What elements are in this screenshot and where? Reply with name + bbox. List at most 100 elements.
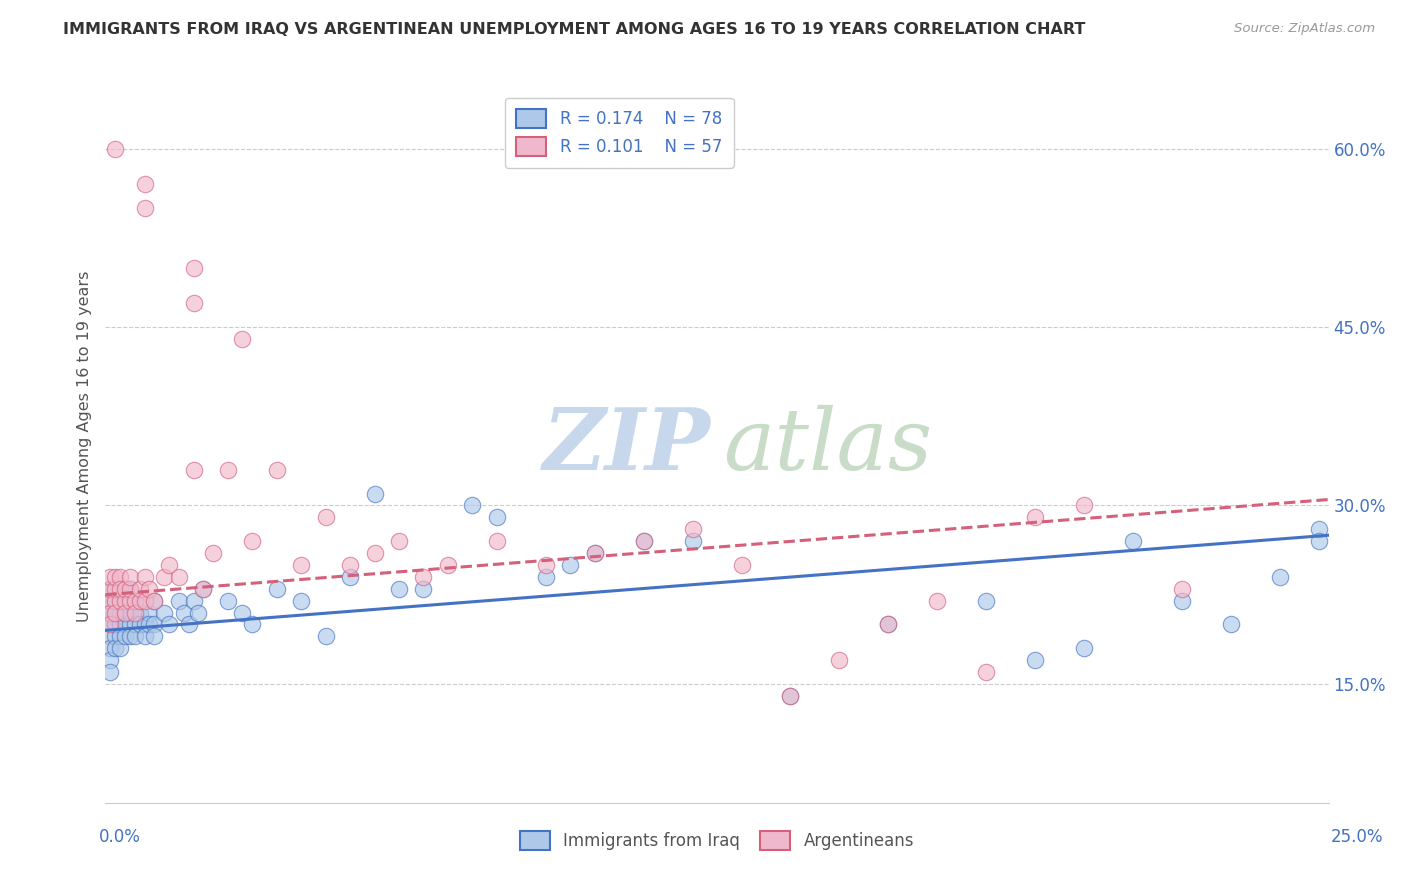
Point — [118, 617, 141, 632]
Point — [114, 593, 136, 607]
Point — [363, 546, 385, 560]
Point — [1073, 641, 1095, 656]
Point — [124, 593, 146, 607]
Point — [240, 534, 263, 549]
Point — [183, 463, 205, 477]
Point — [114, 617, 136, 632]
Point — [114, 593, 136, 607]
Point — [104, 142, 127, 156]
Point — [143, 629, 166, 643]
Point — [633, 534, 655, 549]
Point — [388, 582, 411, 596]
Point — [98, 593, 121, 607]
Text: IMMIGRANTS FROM IRAQ VS ARGENTINEAN UNEMPLOYMENT AMONG AGES 16 TO 19 YEARS CORRE: IMMIGRANTS FROM IRAQ VS ARGENTINEAN UNEM… — [63, 22, 1085, 37]
Point — [177, 617, 200, 632]
Point — [583, 546, 606, 560]
Point — [217, 593, 239, 607]
Point — [290, 558, 312, 572]
Point — [134, 617, 156, 632]
Point — [98, 593, 121, 607]
Point — [138, 582, 160, 596]
Text: ZIP: ZIP — [543, 404, 711, 488]
Point — [583, 546, 606, 560]
Point — [877, 617, 900, 632]
Point — [633, 534, 655, 549]
Point — [1171, 582, 1194, 596]
Point — [730, 558, 752, 572]
Point — [779, 689, 801, 703]
Point — [108, 617, 131, 632]
Point — [98, 641, 121, 656]
Point — [108, 593, 131, 607]
Point — [266, 582, 288, 596]
Point — [98, 606, 121, 620]
Point — [114, 606, 136, 620]
Point — [118, 606, 141, 620]
Point — [412, 570, 434, 584]
Point — [1268, 570, 1291, 584]
Point — [104, 570, 127, 584]
Point — [108, 606, 131, 620]
Point — [388, 534, 411, 549]
Point — [104, 629, 127, 643]
Point — [183, 593, 205, 607]
Point — [128, 606, 150, 620]
Point — [134, 570, 156, 584]
Point — [143, 617, 166, 632]
Point — [138, 617, 160, 632]
Point — [98, 617, 121, 632]
Point — [682, 534, 704, 549]
Point — [98, 582, 121, 596]
Point — [231, 332, 253, 346]
Point — [167, 570, 190, 584]
Point — [974, 665, 997, 679]
Point — [114, 629, 136, 643]
Point — [167, 593, 190, 607]
Point — [98, 629, 121, 643]
Point — [128, 593, 150, 607]
Point — [560, 558, 582, 572]
Point — [779, 689, 801, 703]
Point — [183, 296, 205, 310]
Point — [134, 201, 156, 215]
Point — [927, 593, 949, 607]
Point — [128, 582, 150, 596]
Point — [157, 617, 180, 632]
Point — [114, 606, 136, 620]
Point — [1024, 653, 1046, 667]
Text: Source: ZipAtlas.com: Source: ZipAtlas.com — [1234, 22, 1375, 36]
Point — [682, 522, 704, 536]
Point — [143, 593, 166, 607]
Point — [108, 629, 131, 643]
Point — [124, 593, 146, 607]
Point — [104, 617, 127, 632]
Point — [1308, 534, 1330, 549]
Point — [138, 606, 160, 620]
Point — [315, 510, 337, 524]
Point — [104, 593, 127, 607]
Point — [202, 546, 225, 560]
Point — [98, 617, 121, 632]
Point — [114, 582, 136, 596]
Point — [877, 617, 900, 632]
Point — [461, 499, 484, 513]
Point — [118, 570, 141, 584]
Point — [193, 582, 215, 596]
Point — [153, 570, 176, 584]
Point — [104, 606, 127, 620]
Point — [157, 558, 180, 572]
Point — [534, 558, 557, 572]
Point — [98, 606, 121, 620]
Point — [98, 665, 121, 679]
Point — [98, 570, 121, 584]
Point — [104, 641, 127, 656]
Point — [1073, 499, 1095, 513]
Point — [134, 629, 156, 643]
Point — [231, 606, 253, 620]
Text: 25.0%: 25.0% — [1330, 828, 1384, 846]
Point — [128, 617, 150, 632]
Point — [108, 593, 131, 607]
Point — [143, 593, 166, 607]
Point — [118, 582, 141, 596]
Point — [118, 582, 141, 596]
